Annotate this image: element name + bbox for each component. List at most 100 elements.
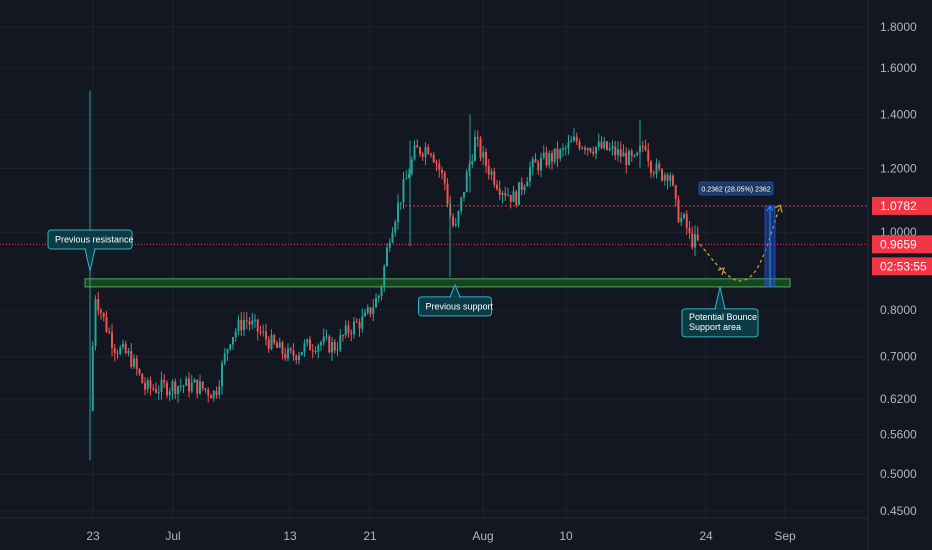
- candle-body: [201, 381, 204, 389]
- candle-body: [287, 348, 289, 359]
- candle-body: [240, 319, 243, 331]
- candle-body: [672, 175, 674, 186]
- x-tick-label: 24: [699, 529, 713, 543]
- y-tick-label: 1.8000: [880, 20, 917, 34]
- candle-body: [647, 149, 650, 162]
- overlays: 0.2362 (28.05%) 2362 Previous resistance P…: [47, 181, 783, 338]
- price-label-box: [872, 196, 932, 215]
- y-tick-label: 0.5000: [880, 467, 917, 481]
- candle-body: [358, 322, 361, 329]
- candle-body: [402, 179, 405, 203]
- candle-body: [174, 381, 177, 395]
- candle-body: [317, 345, 320, 352]
- candle-body: [619, 149, 622, 157]
- y-tick-label: 1.6000: [880, 61, 917, 75]
- candle-body: [608, 148, 611, 150]
- candle-body: [652, 172, 655, 174]
- candle-body: [108, 331, 111, 333]
- candle-body: [361, 316, 364, 329]
- candle-body: [141, 373, 144, 384]
- candle-body: [97, 299, 100, 311]
- callout-text: Previous resistance: [55, 234, 134, 244]
- price-label-box: [872, 235, 932, 254]
- candle-body: [471, 160, 474, 165]
- candle-body: [655, 163, 658, 174]
- candle-body: [295, 355, 298, 360]
- candle-body: [688, 227, 691, 233]
- candle-body: [597, 141, 600, 147]
- candles: [89, 90, 699, 461]
- candle-body: [204, 388, 207, 390]
- candle-body: [628, 151, 630, 165]
- candle-body: [553, 148, 556, 162]
- y-tick-label: 0.6200: [880, 392, 917, 406]
- candle-body: [526, 181, 529, 187]
- candle-body: [218, 386, 221, 395]
- candle-body: [397, 202, 399, 223]
- candle-body: [432, 154, 435, 163]
- candle-body: [243, 320, 245, 331]
- support-zone: [84, 278, 791, 288]
- candle-body: [504, 192, 507, 196]
- candle-body: [622, 152, 625, 157]
- candle-body: [485, 151, 487, 166]
- candle-body: [380, 287, 383, 296]
- candle-body: [190, 382, 193, 392]
- candle-body: [196, 379, 199, 394]
- candle-body: [413, 145, 416, 160]
- candle-body: [119, 347, 122, 355]
- candle-body: [410, 159, 413, 174]
- y-tick-label: 0.8000: [880, 303, 917, 317]
- candle-body: [127, 351, 130, 354]
- candle-body: [328, 336, 331, 353]
- candle-body: [377, 295, 380, 298]
- candle-body: [490, 171, 493, 175]
- candle-body: [149, 380, 152, 389]
- candle-body: [658, 163, 661, 169]
- candle-body: [223, 353, 226, 364]
- candle-body: [408, 173, 410, 178]
- candle-body: [611, 146, 614, 149]
- callout-text: Previous support: [426, 301, 494, 311]
- candle-body: [501, 192, 504, 195]
- candle-body: [344, 325, 347, 336]
- candle-body: [144, 383, 146, 390]
- candle-body: [226, 349, 229, 354]
- candle-body: [166, 382, 168, 396]
- candle-body: [331, 342, 333, 353]
- candle-body: [441, 169, 443, 173]
- candle-body: [353, 321, 355, 334]
- zones: [0, 205, 868, 288]
- candle-body: [364, 312, 366, 317]
- candle-body: [229, 344, 232, 350]
- candle-body: [438, 163, 441, 170]
- candle-body: [306, 339, 309, 344]
- candle-body: [188, 378, 190, 392]
- candle-body: [100, 310, 102, 313]
- price-label: 02:53:55: [880, 259, 927, 273]
- candle-body: [234, 331, 237, 338]
- candle-body: [669, 175, 672, 181]
- candle-body: [419, 147, 421, 155]
- candle-body: [215, 390, 218, 395]
- callout-seam: [86, 247, 94, 250]
- candle-body: [245, 320, 248, 322]
- candle-body: [251, 320, 254, 325]
- projection-arrowhead: [773, 204, 783, 213]
- candle-body: [267, 339, 270, 349]
- x-tick-label: 13: [283, 529, 297, 543]
- price-label: 1.0782: [880, 199, 917, 213]
- candle-body: [94, 299, 97, 347]
- candle-body: [157, 392, 160, 394]
- candle-body: [116, 353, 119, 355]
- candle-body: [674, 185, 677, 200]
- candle-body: [232, 337, 234, 345]
- projection-mid-arrow: [717, 267, 725, 276]
- y-tick-label: 1.4000: [880, 108, 917, 122]
- candle-body: [562, 148, 564, 150]
- candle-body: [383, 266, 386, 288]
- candle-body: [457, 211, 460, 224]
